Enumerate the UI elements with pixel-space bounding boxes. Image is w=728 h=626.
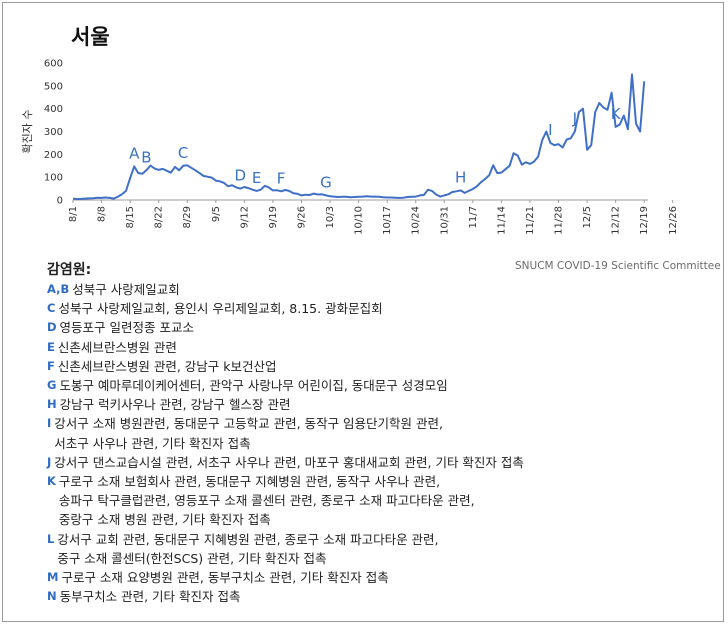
x-tick-label: 10/24 bbox=[411, 206, 422, 235]
legend-key: K bbox=[47, 474, 56, 489]
legend-description: 신촌세브란스병원 관련, 강남구 k보건산업 bbox=[57, 358, 277, 374]
x-tick-label: 11/14 bbox=[496, 206, 507, 235]
legend-item-m: M 구로구 소재 요양병원 관련, 동부구치소 관련, 기타 확진자 접촉 bbox=[47, 568, 723, 587]
legend-key: E bbox=[47, 339, 55, 354]
legend-key: D bbox=[47, 320, 57, 335]
legend-item-a-b: A,B 성북구 사랑제일교회 bbox=[47, 280, 723, 299]
peak-annotation-a: A bbox=[129, 144, 140, 162]
legend-description: 강서구 댄스교습시설 관련, 서초구 사우나 관련, 마포구 홍대새교회 관련,… bbox=[54, 454, 524, 470]
legend-description: 강서구 교회 관련, 동대문구 지혜병원 관련, 종로구 소재 파고다타운 관련… bbox=[57, 531, 439, 566]
y-tick-label: 100 bbox=[44, 173, 63, 184]
legend-key: J bbox=[47, 454, 52, 469]
x-tick-label: 10/31 bbox=[439, 206, 450, 235]
legend-description: 구로구 소재 보험회사 관련, 동대문구 지혜병원 관련, 동작구 사우나 관련… bbox=[58, 474, 475, 528]
legend-description: 강남구 럭키사우나 관련, 강남구 헬스장 관련 bbox=[59, 397, 291, 413]
legend-item-f: F 신촌세브란스병원 관련, 강남구 k보건산업 bbox=[47, 357, 723, 376]
legend-item-d: D 영등포구 일련정종 포교소 bbox=[47, 318, 723, 337]
y-tick-label: 0 bbox=[57, 196, 63, 207]
peak-annotation-f: F bbox=[277, 169, 286, 187]
x-tick-label: 12/12 bbox=[611, 206, 622, 235]
peak-annotation-n: N bbox=[704, 3, 715, 7]
peak-annotation-h: H bbox=[455, 168, 466, 186]
legend-item-e: E 신촌세브란스병원 관련 bbox=[47, 338, 723, 357]
legend-description: 구로구 소재 요양병원 관련, 동부구치소 관련, 기타 확진자 접촉 bbox=[61, 570, 389, 586]
legend-item-n: N 동부구치소 관련, 기타 확진자 접촉 bbox=[47, 587, 723, 606]
x-tick-label: 8/29 bbox=[182, 206, 193, 228]
peak-annotation-c: C bbox=[178, 144, 188, 162]
legend-key: H bbox=[47, 397, 57, 412]
legend-key: F bbox=[47, 358, 55, 373]
legend-description: 영등포구 일련정종 포교소 bbox=[59, 320, 194, 336]
x-tick-label: 12/26 bbox=[668, 206, 679, 235]
line-chart: 0 100 200 300 400 500 600 확진자 수 8/1 8/8 8/15 8/22 8/… bbox=[21, 3, 715, 235]
x-tick-label: 11/7 bbox=[468, 206, 479, 228]
peak-annotation-l: L bbox=[648, 3, 657, 7]
x-tick-label: 9/26 bbox=[296, 206, 307, 228]
x-tick-label: 10/10 bbox=[354, 206, 365, 235]
peak-annotation-m: M bbox=[679, 3, 692, 7]
peak-annotation-d: D bbox=[234, 167, 246, 185]
legend-key: L bbox=[47, 531, 55, 546]
legend-key: N bbox=[47, 589, 57, 604]
legend-key: M bbox=[47, 570, 59, 585]
y-axis-title: 확진자 수 bbox=[21, 110, 34, 154]
x-tick-label: 12/5 bbox=[582, 206, 593, 228]
peak-annotation-k: K bbox=[611, 105, 622, 123]
chart-title: 서울 bbox=[71, 25, 110, 49]
y-tick-label: 300 bbox=[44, 127, 63, 138]
x-tick-label: 8/1 bbox=[68, 206, 79, 222]
x-tick-label: 9/5 bbox=[211, 206, 222, 222]
legend-item-g: G 도봉구 예마루데이케어센터, 관악구 사랑나무 어린이집, 동대문구 성경모임 bbox=[47, 376, 723, 395]
x-tick-label: 10/3 bbox=[325, 206, 336, 228]
x-tick-label: 9/12 bbox=[239, 206, 250, 228]
peak-annotation-e: E bbox=[252, 169, 261, 187]
x-tick-label: 12/19 bbox=[639, 206, 650, 235]
legend-description: 동부구치소 관련, 기타 확진자 접촉 bbox=[59, 589, 241, 605]
legend-description: 신촌세브란스병원 관련 bbox=[57, 339, 177, 355]
legend-description: 도봉구 예마루데이케어센터, 관악구 사랑나무 어린이집, 동대문구 성경모임 bbox=[59, 378, 448, 394]
x-tick-label: 8/15 bbox=[125, 206, 136, 228]
legend-item-j: J 강서구 댄스교습시설 관련, 서초구 사우나 관련, 마포구 홍대새교회 관련… bbox=[47, 453, 723, 472]
legend-item-k: K 구로구 소재 보험회사 관련, 동대문구 지혜병원 관련, 동작구 사우나 관… bbox=[47, 472, 723, 530]
y-tick-label: 500 bbox=[44, 81, 63, 92]
legend-title: 감염원: bbox=[47, 262, 92, 278]
legend-key: G bbox=[47, 378, 57, 393]
legend-key: A,B bbox=[47, 282, 70, 296]
peak-annotation-i: I bbox=[548, 121, 552, 139]
legend-item-c: C 성북구 사랑제일교회, 용인시 우리제일교회, 8.15. 광화문집회 bbox=[47, 299, 723, 318]
source-credit: SNUCM COVID-19 Scientific Committee bbox=[515, 260, 721, 272]
y-tick-label: 600 bbox=[44, 59, 63, 70]
legend-description: 강서구 소재 병원관련, 동대문구 고등학교 관련, 동작구 임용단기학원 관련… bbox=[54, 416, 443, 451]
peak-annotation-g: G bbox=[320, 173, 332, 191]
x-tick-label: 11/28 bbox=[554, 206, 565, 235]
peak-annotation-b: B bbox=[141, 148, 151, 166]
x-tick-label: 8/22 bbox=[154, 206, 165, 228]
x-tick-label: 10/17 bbox=[382, 206, 393, 235]
legend-item-i: I 강서구 소재 병원관련, 동대문구 고등학교 관련, 동작구 임용단기학원 관… bbox=[47, 414, 723, 452]
legend-description: 성북구 사랑제일교회 bbox=[72, 282, 180, 297]
peak-annotation-j: J bbox=[572, 110, 577, 128]
x-tick-label: 8/8 bbox=[97, 206, 108, 222]
y-tick-label: 200 bbox=[44, 150, 63, 161]
legend-item-l: L 강서구 교회 관련, 동대문구 지혜병원 관련, 종로구 소재 파고다타운 관… bbox=[47, 530, 723, 568]
legend-key: C bbox=[47, 301, 56, 316]
legend-key: I bbox=[47, 416, 52, 431]
x-tick-label: 11/21 bbox=[525, 206, 536, 235]
legend-list: A,B 성북구 사랑제일교회 C 성북구 사랑제일교회, 용인시 우리제일교회, 8.… bbox=[47, 280, 723, 606]
legend-description: 성북구 사랑제일교회, 용인시 우리제일교회, 8.15. 광화문집회 bbox=[58, 301, 383, 317]
legend-item-h: H 강남구 럭키사우나 관련, 강남구 헬스장 관련 bbox=[47, 395, 723, 414]
series-line bbox=[72, 73, 646, 201]
x-tick-label: 9/19 bbox=[268, 206, 279, 228]
y-tick-label: 400 bbox=[44, 104, 63, 115]
